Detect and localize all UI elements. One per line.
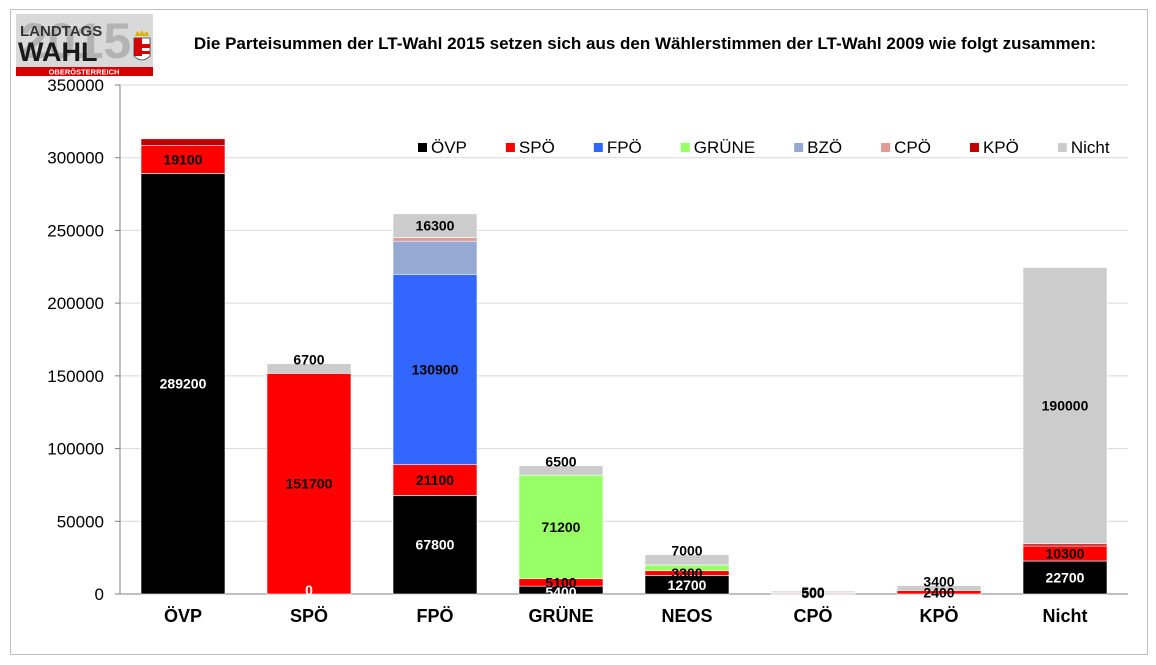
legend-label-nicht: Nicht xyxy=(1071,138,1110,157)
bar-kpö-nicht xyxy=(896,585,982,591)
legend-label-bzö: BZÖ xyxy=(807,138,842,157)
data-label-neos-övp: 12700 xyxy=(668,577,707,593)
x-tick-label-grüne: GRÜNE xyxy=(528,606,593,626)
bar-grüne-grüne xyxy=(518,474,604,580)
y-tick-label-300000: 300000 xyxy=(47,149,104,168)
bar-fpö-övp xyxy=(392,495,478,595)
bar-fpö-cpö xyxy=(392,237,478,242)
data-label-spö-nicht: 6700 xyxy=(293,352,324,368)
y-tick-label-100000: 100000 xyxy=(47,440,104,459)
logo-background xyxy=(16,14,153,76)
logo-red-band xyxy=(16,67,153,76)
data-label-kpö-spö: 2400 xyxy=(923,584,954,600)
data-label-fpö-fpö: 130900 xyxy=(412,362,459,378)
x-tick-label-fpö: FPÖ xyxy=(416,606,453,626)
y-tick-label-200000: 200000 xyxy=(47,294,104,313)
bar-övp-kpö xyxy=(140,138,226,146)
x-tick-label-neos: NEOS xyxy=(661,606,712,626)
y-tick-label-150000: 150000 xyxy=(47,367,104,386)
logo-line1: LANDTAGS xyxy=(20,23,102,40)
data-label-spö-spö: 151700 xyxy=(286,476,333,492)
y-tick-label-0: 0 xyxy=(95,585,104,604)
legend-swatch-övp xyxy=(418,143,427,152)
x-tick-label-nicht: Nicht xyxy=(1043,606,1088,626)
x-tick-label-cpö: CPÖ xyxy=(793,606,832,626)
data-label-spö-övp: 0 xyxy=(305,582,313,598)
bar-fpö-nicht xyxy=(392,213,478,238)
legend-label-kpö: KPÖ xyxy=(983,138,1019,157)
bar-fpö-spö xyxy=(392,464,478,496)
data-label-nicht-nicht: 190000 xyxy=(1042,398,1089,414)
data-label-övp-övp: 289200 xyxy=(160,376,207,392)
legend-swatch-kpö xyxy=(969,143,979,152)
bar-spö-spö xyxy=(266,373,352,595)
data-label-fpö-övp: 67800 xyxy=(416,537,455,553)
legend-swatch-spö xyxy=(505,143,515,152)
bar-grüne-nicht xyxy=(518,465,604,476)
legend-swatch-fpö xyxy=(593,143,603,152)
bar-neos-nicht xyxy=(644,554,730,566)
data-label-grüne-övp: 5400 xyxy=(545,584,576,600)
bar-nicht-nicht xyxy=(1022,267,1108,545)
y-tick-label-250000: 250000 xyxy=(47,221,104,240)
x-tick-label-övp: ÖVP xyxy=(164,606,202,626)
x-tick-label-spö: SPÖ xyxy=(290,606,328,626)
data-label-nicht-övp: 22700 xyxy=(1046,569,1085,585)
legend-label-grüne: GRÜNE xyxy=(694,138,755,157)
bar-fpö-fpö xyxy=(392,274,478,466)
data-label-övp-spö: 19100 xyxy=(164,152,203,168)
data-label-grüne-spö: 5100 xyxy=(545,574,576,590)
legend-swatch-grüne xyxy=(680,143,690,152)
chart-title: Die Parteisummen der LT-Wahl 2015 setzen… xyxy=(193,34,1097,53)
data-label-neos-nicht: 7000 xyxy=(671,543,702,559)
x-tick-label-kpö: KPÖ xyxy=(919,606,958,626)
data-label-kpö-nicht: 3400 xyxy=(923,574,954,590)
legend-label-spö: SPÖ xyxy=(519,138,555,157)
data-label-fpö-spö: 21100 xyxy=(416,472,454,488)
data-label-cpö-övp: 500 xyxy=(801,584,825,600)
logo-line2: WAHL xyxy=(18,37,97,67)
logo-year: 2015 xyxy=(20,14,131,69)
y-tick-label-50000: 50000 xyxy=(57,512,104,531)
legend-swatch-cpö xyxy=(881,143,891,152)
data-label-neos-spö: 3300 xyxy=(671,565,702,581)
data-label-grüne-nicht: 6500 xyxy=(545,454,576,470)
legend-label-cpö: CPÖ xyxy=(894,138,931,157)
data-label-grüne-grüne: 71200 xyxy=(542,519,581,535)
bar-nicht-övp xyxy=(1022,560,1108,595)
bar-spö-nicht xyxy=(266,363,352,374)
logo-line3: OBERÖSTERREICH xyxy=(49,68,120,77)
bar-övp-övp xyxy=(140,173,226,595)
legend-label-övp: ÖVP xyxy=(431,138,467,157)
bar-cpö-nicht xyxy=(770,590,856,593)
bar-fpö-bzö xyxy=(392,240,478,275)
data-label-nicht-spö: 10300 xyxy=(1046,545,1085,561)
coat-of-arms-icon xyxy=(133,30,151,61)
data-label-fpö-nicht: 16300 xyxy=(416,218,455,234)
legend-label-fpö: FPÖ xyxy=(607,138,642,157)
landtagswahl-logo: 2015 LANDTAGS WAHL OBERÖSTERREICH xyxy=(16,14,153,76)
legend-swatch-bzö xyxy=(794,143,804,152)
data-label-cpö-spö: 500 xyxy=(801,585,825,601)
bar-övp-spö xyxy=(140,145,226,174)
legend-swatch-nicht xyxy=(1057,143,1067,152)
y-tick-label-350000: 350000 xyxy=(47,76,104,95)
